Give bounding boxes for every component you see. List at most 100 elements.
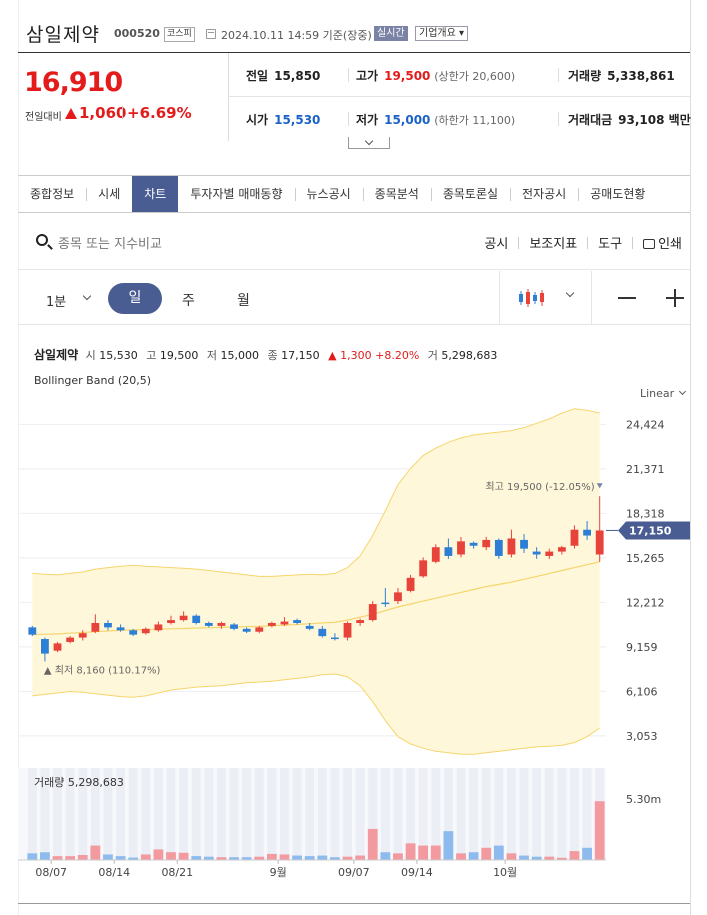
candle-body (129, 630, 138, 635)
bollinger-mid-line (32, 561, 600, 636)
candle-body (331, 637, 339, 640)
volume-bar (493, 845, 504, 860)
candle-body (78, 633, 87, 638)
volume-bar (405, 843, 416, 860)
volume-chart[interactable]: 거래량 5,298,683 5.30m 08/07 08/14 08/21 9월 09/07… (18, 768, 690, 900)
volume-bar (317, 855, 328, 860)
divider (348, 112, 349, 126)
volume-bar (65, 856, 76, 860)
high-label: 고 (146, 349, 157, 362)
timestamp: 2024.10.11 14:59 기준(장중) (221, 29, 372, 42)
chevron-down-icon[interactable] (565, 288, 575, 298)
volume: 거래량 5,338,861 (568, 67, 675, 84)
candle-body (28, 627, 37, 635)
period-month-button[interactable]: 월 (237, 293, 250, 309)
price-chart[interactable]: 24,424 21,371 18,318 15,265 12,212 9,159 6,106… (18, 400, 690, 760)
tab-quotes[interactable]: 시세 (86, 176, 132, 212)
period-week-button[interactable]: 주 (182, 293, 195, 309)
volume-bar (594, 801, 605, 860)
open-value: 15,530 (99, 349, 138, 362)
stock-name[interactable]: 삼일제약 (26, 24, 100, 46)
footer-divider (18, 903, 690, 904)
low-value: 15,000 (220, 349, 260, 362)
tab-news[interactable]: 뉴스공시 (294, 176, 363, 212)
tab-short-selling[interactable]: 공매도현황 (578, 176, 657, 212)
volume-tick-label: 5.30m (626, 793, 661, 806)
indicator-label[interactable]: Bollinger Band (20,5) (34, 374, 151, 387)
volume-bar (544, 856, 555, 860)
bollinger-band-fill (32, 408, 600, 755)
open-label: 시가 (246, 113, 269, 127)
zoom-in-icon[interactable] (666, 291, 684, 305)
minute-period-select[interactable]: 1분 (46, 295, 67, 310)
upper-limit: (상한가 20,600) (434, 70, 516, 83)
zoom-out-icon[interactable] (618, 297, 636, 299)
indicator-button[interactable]: 보조지표 (529, 237, 578, 252)
volume-bar (468, 852, 479, 860)
market-badge: 코스피 (164, 27, 195, 42)
tool-links: 공시 보조지표 도구 인쇄 (482, 233, 684, 252)
current-price: 16,910 (24, 67, 123, 98)
volume-bar (266, 853, 277, 860)
volume-bar (40, 852, 50, 860)
candle-body (394, 592, 402, 602)
volume-bar (241, 857, 252, 860)
candle-body (444, 547, 453, 556)
prev-label: 전일 (246, 69, 269, 83)
print-button[interactable]: 인쇄 (641, 233, 684, 252)
tab-discussion[interactable]: 종목토론실 (430, 176, 510, 212)
divider (348, 68, 349, 82)
divider (632, 236, 634, 249)
tools-button[interactable]: 도구 (598, 237, 623, 252)
candle-body (343, 622, 352, 638)
high-value: 19,500 (384, 69, 431, 83)
current-price-label: 17,150 (629, 524, 672, 537)
candlestick-type-icon[interactable] (518, 287, 548, 309)
candle-body (482, 539, 491, 548)
tab-disclosure[interactable]: 전자공시 (510, 176, 578, 212)
scale-dropdown[interactable]: Linear (640, 387, 687, 400)
divider (558, 112, 559, 126)
search-icon[interactable] (36, 234, 48, 246)
volume-bar (115, 856, 126, 860)
volume-bar (254, 856, 265, 860)
change-value: ▲ 1,300 +8.20% (328, 349, 420, 362)
period-day-button[interactable]: 일 (108, 283, 162, 314)
compare-search-input[interactable]: 종목 또는 지수비교 (58, 237, 162, 252)
amount-label: 거래대금 (568, 113, 613, 127)
y-tick-label: 18,318 (626, 507, 665, 520)
trade-amount: 거래대금 93,108 백만 (568, 111, 691, 128)
candle-body (532, 551, 541, 555)
chevron-down-icon[interactable] (82, 291, 92, 301)
change-value: 1,060 (79, 104, 127, 122)
divider (591, 271, 592, 325)
volume-value: 5,338,861 (607, 69, 675, 83)
volume-bar (330, 857, 340, 860)
tab-chart[interactable]: 차트 (132, 176, 179, 212)
volume-bar (304, 856, 315, 860)
candle-body (167, 620, 175, 623)
candle-body (179, 615, 188, 621)
divider (122, 106, 123, 119)
volume-bar (531, 856, 542, 860)
disclosure-button[interactable]: 공시 (484, 237, 509, 252)
realtime-button[interactable]: 실시간 (374, 26, 408, 41)
y-tick-label: 21,371 (626, 463, 665, 476)
volume-bar (519, 855, 529, 860)
tab-analysis[interactable]: 종목분석 (362, 176, 431, 212)
volume-label: 거 (427, 349, 438, 362)
expand-toggle[interactable] (348, 136, 390, 149)
candle-body (91, 622, 100, 632)
company-overview-dropdown[interactable]: 기업개요 ▾ (415, 26, 468, 41)
low-price: 저가 15,000 (하한가 11,100) (356, 111, 515, 128)
tab-investor-trading[interactable]: 투자자별 매매동향 (190, 187, 283, 201)
period-selector: 1분 일 주 월 (18, 271, 690, 325)
volume-bar (367, 828, 378, 860)
tab-summary[interactable]: 종합정보 (30, 187, 75, 201)
candle-body (242, 628, 251, 632)
candle-body (457, 541, 465, 555)
y-tick-label: 6,106 (626, 685, 658, 698)
up-triangle-icon (65, 108, 77, 119)
volume-bar (52, 856, 63, 860)
current-price-tag (618, 521, 690, 540)
